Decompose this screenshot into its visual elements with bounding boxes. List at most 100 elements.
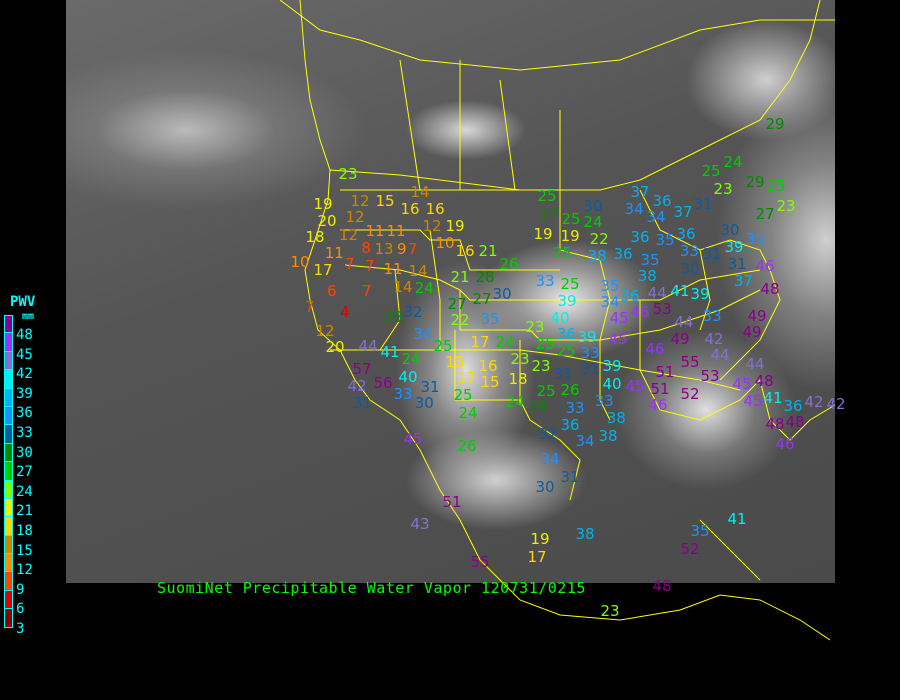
- station-pwv-value: 33: [535, 272, 555, 291]
- station-pwv-value: 36: [676, 225, 696, 244]
- station-pwv-value: 35: [745, 230, 765, 249]
- station-pwv-value: 41: [380, 343, 400, 362]
- station-pwv-value: 23: [600, 602, 620, 621]
- station-pwv-value: 29: [765, 115, 785, 134]
- station-pwv-value: 44: [710, 346, 730, 365]
- station-pwv-value: 25: [536, 382, 556, 401]
- station-pwv-value: 48: [765, 415, 785, 434]
- station-pwv-value: 16: [478, 357, 498, 376]
- station-pwv-value: 17: [456, 369, 476, 388]
- station-pwv-value: 24: [401, 350, 421, 369]
- station-pwv-value: 20: [325, 338, 345, 357]
- legend-label: 42: [16, 366, 33, 383]
- station-pwv-value: 7: [305, 298, 315, 317]
- border-line: [499, 79, 516, 191]
- satellite-image: [66, 0, 835, 583]
- station-pwv-value: 39: [557, 292, 577, 311]
- legend-swatch: [4, 609, 13, 628]
- station-pwv-value: 30: [720, 221, 740, 240]
- station-pwv-value: 49: [747, 307, 767, 326]
- station-pwv-value: 10: [435, 234, 455, 253]
- station-pwv-value: 25: [453, 386, 473, 405]
- station-pwv-value: 45: [625, 377, 645, 396]
- station-pwv-value: 49: [670, 330, 690, 349]
- station-pwv-value: 55: [680, 353, 700, 372]
- station-pwv-value: 31: [702, 245, 722, 264]
- station-pwv-value: 25: [561, 210, 581, 229]
- station-pwv-value: 4: [340, 303, 350, 322]
- station-pwv-value: 24: [458, 404, 478, 423]
- station-pwv-value: 46: [775, 435, 795, 454]
- station-pwv-value: 35: [640, 251, 660, 270]
- station-pwv-value: 12: [315, 322, 335, 341]
- station-pwv-value: 38: [587, 247, 607, 266]
- station-pwv-value: 27: [540, 204, 560, 223]
- station-pwv-value: 19: [445, 217, 465, 236]
- border-line: [459, 289, 761, 341]
- station-pwv-value: 7: [362, 282, 372, 301]
- border-line: [299, 0, 831, 641]
- station-pwv-value: 28: [383, 308, 403, 327]
- station-pwv-value: 34: [646, 208, 666, 227]
- station-pwv-value: 12: [338, 225, 359, 244]
- station-pwv-value: 18: [508, 370, 528, 389]
- station-pwv-value: 8: [361, 238, 371, 257]
- station-pwv-value: 11: [386, 222, 406, 241]
- station-pwv-value: 46: [648, 396, 668, 415]
- station-pwv-value: 17: [313, 261, 333, 280]
- station-pwv-value: 14: [393, 278, 413, 297]
- station-pwv-value: 19: [560, 227, 580, 246]
- legend-swatch: [4, 388, 13, 407]
- legend-label: 48: [16, 327, 33, 343]
- station-pwv-value: 33: [580, 344, 600, 363]
- station-pwv-value: 15: [445, 353, 465, 372]
- station-pwv-value: 24: [723, 153, 743, 172]
- legend-swatch: [4, 554, 13, 573]
- station-pwv-value: 49: [742, 323, 762, 342]
- station-pwv-value: 39: [690, 285, 710, 304]
- station-pwv-value: 35: [480, 310, 500, 329]
- station-pwv-value: 25: [701, 161, 721, 180]
- station-pwv-value: 26: [560, 381, 580, 400]
- station-pwv-value: 14: [410, 183, 430, 202]
- station-pwv-value: 24: [583, 213, 603, 232]
- station-pwv-value: 7: [408, 240, 418, 259]
- legend-swatch: [4, 572, 13, 591]
- station-pwv-value: 6: [327, 282, 337, 301]
- station-pwv-value: 27: [755, 205, 775, 224]
- station-pwv-value: 32: [538, 425, 558, 444]
- legend-label: 24: [16, 483, 33, 500]
- station-pwv-value: 16: [400, 200, 420, 219]
- legend-label: 27: [16, 464, 33, 481]
- station-pwv-value: 23: [510, 350, 530, 369]
- station-pwv-value: 31: [693, 195, 713, 214]
- station-pwv-value: 33: [594, 392, 614, 411]
- map-title: SuomiNet Precipitable Water Vapor 120731…: [157, 579, 586, 597]
- station-pwv-value: 25: [556, 342, 576, 361]
- legend-label: 33: [16, 425, 33, 441]
- station-pwv-value: 45: [732, 375, 752, 394]
- border-line: [599, 259, 611, 421]
- station-pwv-value: 40: [550, 309, 570, 328]
- border-line: [330, 349, 741, 391]
- station-pwv-value: 48: [754, 372, 774, 391]
- legend-swatch: [4, 590, 13, 610]
- station-pwv-value: 45: [608, 330, 628, 349]
- station-pwv-value: 23: [531, 357, 551, 376]
- station-pwv-value: 38: [637, 267, 657, 286]
- station-pwv-value: 31: [352, 394, 372, 413]
- station-pwv-value: 17: [470, 333, 490, 352]
- border-line: [639, 189, 781, 381]
- station-pwv-value: 21: [478, 242, 498, 261]
- station-pwv-value: 35: [655, 231, 675, 250]
- border-line: [279, 0, 835, 71]
- station-pwv-value: 25: [535, 335, 555, 354]
- station-pwv-value: 12: [345, 208, 365, 227]
- border-line: [329, 0, 821, 191]
- station-pwv-value: 42: [826, 395, 846, 414]
- station-pwv-value: 9: [397, 240, 407, 259]
- legend-swatch: [4, 443, 13, 463]
- legend-title: PWV: [10, 294, 36, 310]
- legend-swatch: [4, 517, 13, 536]
- station-pwv-value: 30: [414, 394, 434, 413]
